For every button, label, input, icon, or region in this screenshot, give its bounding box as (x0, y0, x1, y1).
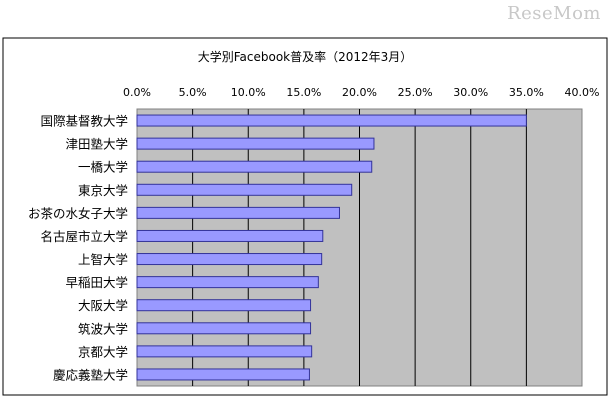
x-tick-label: 35.0% (509, 86, 544, 99)
y-category-label: 津田塾大学 (65, 137, 128, 152)
x-tick-label: 25.0% (398, 86, 433, 99)
bar (136, 276, 319, 289)
y-category-label: 一橋大学 (78, 160, 128, 175)
bar (136, 368, 310, 381)
bar (136, 206, 340, 219)
y-category-label: 京都大学 (78, 344, 128, 359)
y-category-label: お茶の水女子大学 (28, 206, 128, 221)
x-tick-label: 15.0% (286, 86, 321, 99)
y-category-label: 上智大学 (78, 252, 128, 267)
y-category-label: 筑波大学 (78, 321, 128, 336)
x-tick-label: 40.0% (565, 86, 600, 99)
y-category-label: 大阪大学 (78, 298, 128, 313)
x-axis-ticks: 0.0% 5.0% 10.0% 15.0% 20.0% 25.0% 30.0% 35.0% 40… (123, 86, 599, 99)
y-category-label: 早稲田大学 (65, 275, 128, 290)
x-tick-label: 30.0% (453, 86, 488, 99)
y-category-label: 国際基督教大学 (40, 114, 128, 129)
x-tick-label: 0.0% (123, 86, 151, 99)
bars (136, 114, 527, 381)
chart-title: 大学別Facebook普及率（2012年3月） (198, 49, 413, 64)
bar (136, 345, 313, 358)
x-tick-label: 20.0% (342, 86, 377, 99)
watermark-logo: ReseMom (507, 3, 601, 24)
bar (136, 229, 324, 242)
bar (136, 299, 312, 312)
bar (136, 183, 353, 196)
y-category-label: 慶応義塾大学 (53, 367, 128, 382)
bar (136, 114, 527, 127)
bar (136, 322, 312, 335)
x-tick-label: 5.0% (179, 86, 207, 99)
y-category-label: 東京大学 (78, 183, 128, 198)
y-category-label: 名古屋市立大学 (40, 229, 128, 244)
y-axis-category-labels: 国際基督教大学津田塾大学一橋大学東京大学お茶の水女子大学名古屋市立大学上智大学早… (28, 114, 128, 383)
bar (136, 160, 373, 173)
x-tick-label: 10.0% (231, 86, 266, 99)
gridlines (192, 109, 527, 386)
bar (136, 253, 323, 266)
bar (136, 137, 375, 150)
